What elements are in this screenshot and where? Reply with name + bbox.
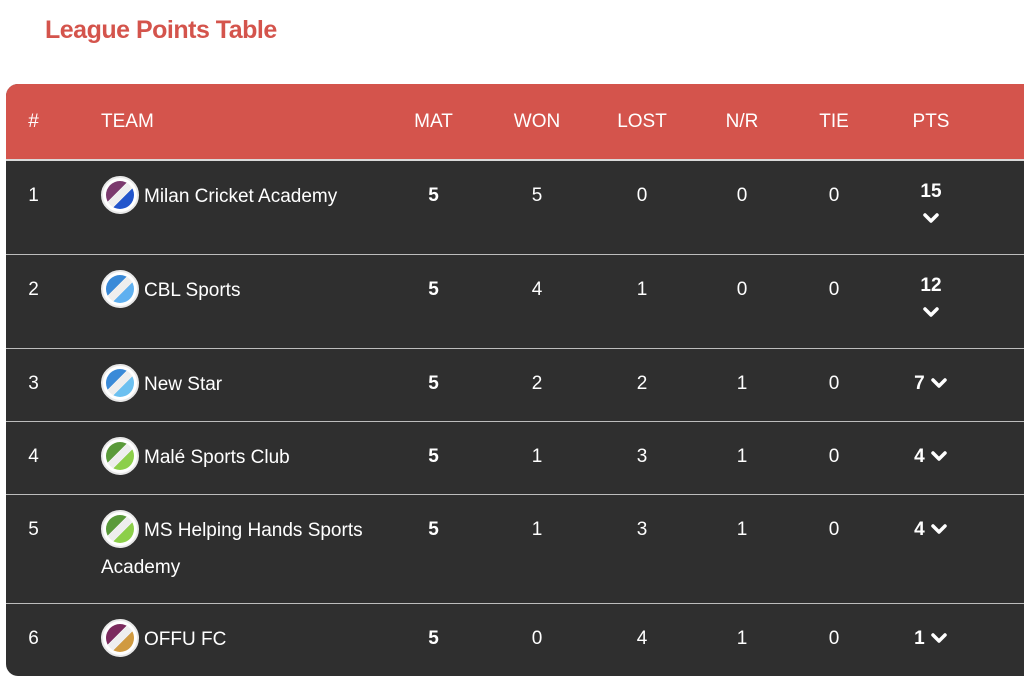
table-row[interactable]: 3 New Star 5 2 2 1 0 7 [6, 349, 1024, 422]
points: 4 [914, 519, 925, 540]
team-name[interactable]: MS Helping Hands Sports Academy [101, 520, 363, 578]
won: 1 [531, 519, 543, 540]
table-row[interactable]: 4 Malé Sports Club 5 1 3 1 0 4 [6, 422, 1024, 495]
team-name[interactable]: New Star [144, 374, 223, 396]
rank: 2 [28, 279, 39, 300]
won: 2 [531, 373, 543, 394]
matches: 5 [428, 628, 439, 649]
rank: 5 [28, 519, 39, 540]
points: 12 [920, 275, 942, 296]
points: 15 [920, 181, 942, 202]
col-rank: # [28, 110, 39, 132]
matches: 5 [428, 279, 439, 300]
team-logo-icon [101, 619, 139, 657]
pts-cell: 15 [885, 160, 977, 255]
lost: 0 [636, 185, 648, 206]
chevron-down-icon[interactable] [930, 449, 948, 465]
team-cell: OFFU FC [61, 604, 376, 677]
pts-cell: 7 [885, 349, 977, 422]
col-nr: N/R [725, 110, 759, 132]
lost: 3 [636, 519, 648, 540]
lost: 2 [636, 373, 648, 394]
table-row[interactable]: 1 Milan Cricket Academy 5 5 0 0 0 15 [6, 160, 1024, 255]
team-cell: Milan Cricket Academy [61, 160, 376, 255]
no-result: 1 [736, 373, 748, 394]
page-title: League Points Table [45, 16, 277, 44]
won: 5 [531, 185, 543, 206]
team-name[interactable]: CBL Sports [144, 280, 241, 302]
matches: 5 [428, 185, 439, 206]
no-result: 1 [736, 628, 748, 649]
rank: 4 [28, 446, 39, 467]
points: 1 [914, 628, 925, 649]
team-cell: New Star [61, 349, 376, 422]
lost: 3 [636, 446, 648, 467]
team-name[interactable]: Milan Cricket Academy [144, 186, 338, 208]
pts-cell: 12 [885, 255, 977, 349]
col-tie: TIE [819, 110, 849, 132]
lost: 1 [636, 279, 648, 300]
header-filler [977, 84, 1024, 160]
pts-cell: 1 [885, 604, 977, 677]
col-team: TEAM [101, 110, 154, 132]
team-cell: MS Helping Hands Sports Academy [61, 495, 376, 604]
table-row[interactable]: 5 MS Helping Hands Sports Academy 5 1 3 1 0 4 [6, 495, 1024, 604]
team-cell: Malé Sports Club [61, 422, 376, 495]
col-lost: LOST [617, 110, 667, 132]
chevron-down-icon[interactable] [922, 211, 940, 227]
col-mat: MAT [414, 110, 453, 132]
lost: 4 [636, 628, 648, 649]
chevron-down-icon[interactable] [930, 522, 948, 538]
team-logo-icon [101, 270, 139, 308]
team-logo-icon [101, 510, 139, 548]
col-won: WON [513, 110, 561, 132]
no-result: 0 [736, 279, 748, 300]
table-header: # TEAM MAT WON LOST N/R TIE PTS [6, 84, 1024, 160]
tie: 0 [828, 185, 840, 206]
pts-cell: 4 [885, 422, 977, 495]
team-logo-icon [101, 437, 139, 475]
pts-cell: 4 [885, 495, 977, 604]
tie: 0 [828, 279, 840, 300]
no-result: 0 [736, 185, 748, 206]
no-result: 1 [736, 519, 748, 540]
chevron-down-icon[interactable] [930, 631, 948, 647]
tie: 0 [828, 373, 840, 394]
won: 1 [531, 446, 543, 467]
points: 7 [914, 373, 925, 394]
team-logo-icon [101, 176, 139, 214]
points: 4 [914, 446, 925, 467]
team-name[interactable]: Malé Sports Club [144, 447, 290, 469]
matches: 5 [428, 446, 439, 467]
no-result: 1 [736, 446, 748, 467]
rank: 1 [28, 185, 39, 206]
matches: 5 [428, 519, 439, 540]
tie: 0 [828, 446, 840, 467]
team-name[interactable]: OFFU FC [144, 629, 227, 651]
won: 4 [531, 279, 543, 300]
chevron-down-icon[interactable] [930, 376, 948, 392]
table-row[interactable]: 2 CBL Sports 5 4 1 0 0 12 [6, 255, 1024, 349]
points-table: # TEAM MAT WON LOST N/R TIE PTS 1 Milan C… [6, 84, 1024, 676]
tie: 0 [828, 519, 840, 540]
team-cell: CBL Sports [61, 255, 376, 349]
col-pts: PTS [912, 110, 950, 132]
rank: 3 [28, 373, 39, 394]
tie: 0 [828, 628, 840, 649]
table-row[interactable]: 6 OFFU FC 5 0 4 1 0 1 [6, 604, 1024, 677]
matches: 5 [428, 373, 439, 394]
chevron-down-icon[interactable] [922, 305, 940, 321]
rank: 6 [28, 628, 39, 649]
team-logo-icon [101, 364, 139, 402]
won: 0 [531, 628, 543, 649]
